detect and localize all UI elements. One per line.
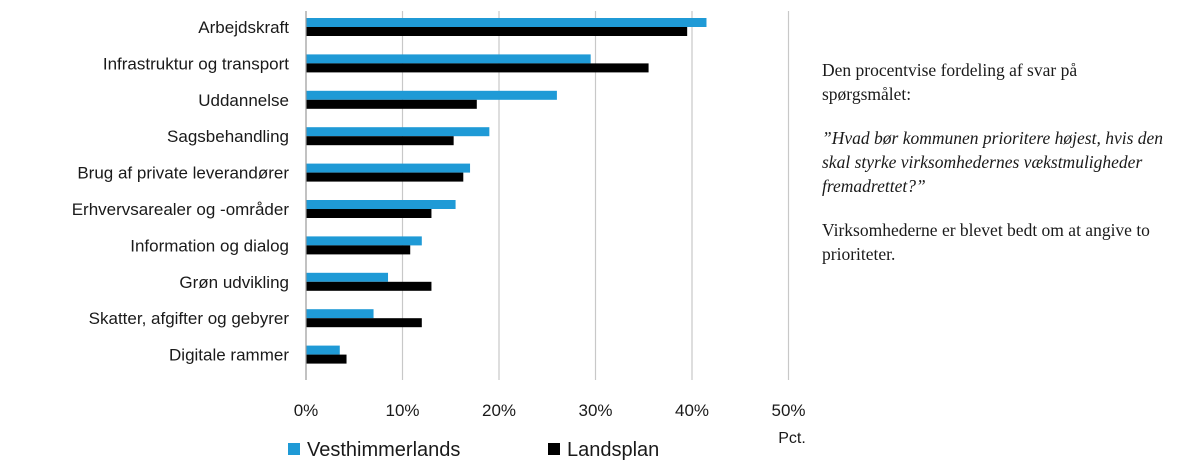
bar-landsplan — [306, 63, 649, 73]
bar-landsplan — [306, 27, 688, 36]
bar-vesthimmerlands — [306, 90, 557, 100]
bar-landsplan — [306, 136, 454, 146]
bar-landsplan — [306, 99, 477, 109]
bar-landsplan — [306, 281, 432, 291]
note-question: ”Hvad bør kommunen prioritere højest, hv… — [822, 128, 1164, 196]
bar-vesthimmerlands — [306, 200, 456, 209]
bar-vesthimmerlands — [306, 163, 471, 173]
note-outro: Virksomhederne er blevet bedt om at angi… — [822, 220, 1150, 264]
x-tick-label: 50% — [771, 401, 805, 420]
bar-vesthimmerlands — [306, 272, 389, 282]
bar-vesthimmerlands — [306, 54, 591, 64]
category-label: Grøn udvikling — [179, 273, 289, 292]
legend-swatch-landsplan — [548, 443, 560, 455]
bar-vesthimmerlands — [306, 236, 422, 246]
bar-vesthimmerlands — [306, 127, 490, 137]
bar-landsplan — [306, 318, 422, 328]
legend-label-landsplan: Landsplan — [567, 439, 659, 461]
x-axis-unit-label: Pct. — [778, 430, 806, 447]
bar-vesthimmerlands — [306, 18, 707, 27]
bar-landsplan — [306, 354, 347, 364]
x-tick-label: 40% — [675, 401, 709, 420]
category-label: Infrastruktur og transport — [103, 54, 289, 73]
bar-landsplan — [306, 209, 432, 218]
category-label: Uddannelse — [198, 91, 289, 110]
legend-swatch-vesthimmerlands — [288, 443, 300, 455]
note-intro: Den procentvise fordeling af svar på spø… — [822, 60, 1078, 104]
bar-vesthimmerlands — [306, 309, 374, 319]
x-tick-label: 20% — [482, 401, 516, 420]
bar-chart: Arbejdskraft Infrastruktur og transport Ud… — [72, 11, 806, 461]
bar-landsplan — [306, 172, 464, 182]
category-label: Information og dialog — [130, 236, 289, 255]
chart-note: Den procentvise fordeling af svar på spø… — [822, 58, 1167, 286]
bar-vesthimmerlands — [306, 345, 340, 355]
x-tick-label: 0% — [294, 401, 319, 420]
category-label: Erhvervsarealer og -områder — [72, 200, 290, 219]
category-label: Brug af private leverandører — [77, 164, 289, 183]
category-label: Skatter, afgifter og gebyrer — [89, 309, 290, 328]
category-label: Arbejdskraft — [198, 18, 289, 37]
category-label: Sagsbehandling — [167, 127, 289, 146]
bar-landsplan — [306, 245, 411, 255]
legend-label-vesthimmerlands: Vesthimmerlands — [307, 439, 460, 461]
x-tick-label: 30% — [578, 401, 612, 420]
category-label: Digitale rammer — [169, 346, 289, 365]
x-tick-label: 10% — [385, 401, 419, 420]
